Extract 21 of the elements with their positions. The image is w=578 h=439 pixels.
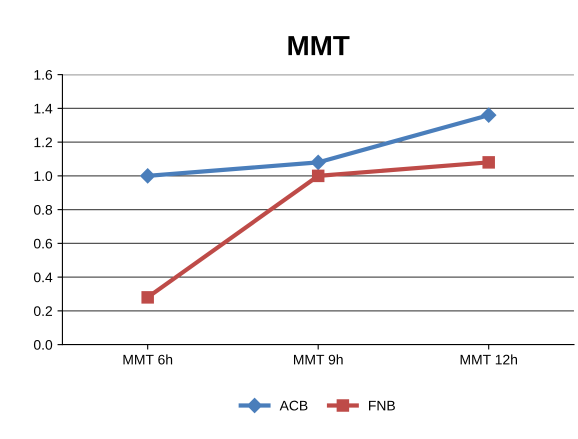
y-tick-label: 1.2	[34, 137, 52, 148]
point	[482, 156, 495, 169]
y-tick-label: 0.2	[34, 306, 52, 316]
x-tick-label: MMT 9h	[294, 354, 343, 365]
point	[481, 108, 496, 123]
point	[310, 154, 326, 170]
legend-label: FNB	[369, 400, 395, 410]
y-tick-label: 1.6	[34, 70, 52, 80]
y-tick-label: 0.6	[34, 238, 52, 249]
point	[312, 170, 324, 182]
y-tick-label: 1.4	[34, 104, 52, 114]
x-tick-label: MMT 6h	[123, 354, 172, 365]
chart-title: MMT	[288, 36, 350, 56]
y-tick-label: 0.8	[34, 204, 52, 215]
text: 0.0	[34, 340, 52, 350]
x-tick-label: MMT 12h	[460, 354, 518, 364]
text: 1.0	[34, 171, 52, 182]
legend-label: ACB	[280, 400, 308, 411]
point	[140, 168, 156, 184]
y-tick-label: 0.4	[34, 272, 52, 282]
point	[141, 291, 154, 304]
